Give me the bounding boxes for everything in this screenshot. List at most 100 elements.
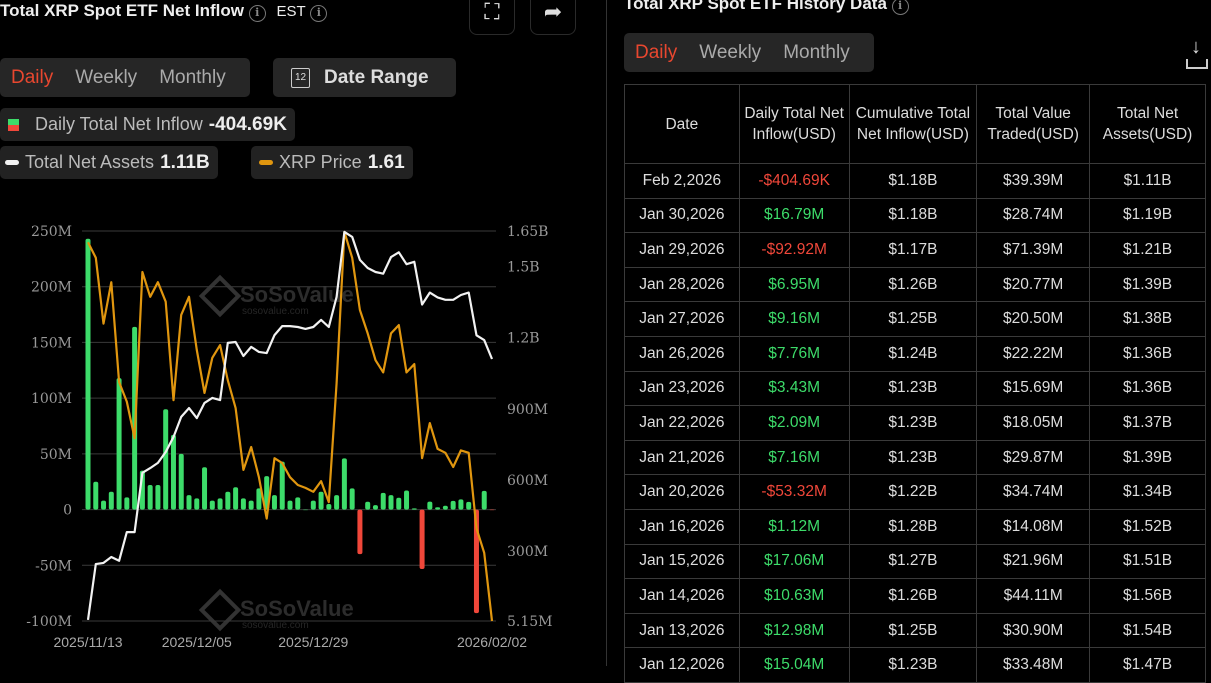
x-axis-tick: 2025/12/05 [162, 634, 232, 650]
table-row: Jan 21,2026 $7.16M $1.23B $29.87M $1.39B [624, 439, 1206, 476]
inflow-bar [388, 495, 394, 510]
left-axis-tick: 50M [40, 447, 72, 463]
column-header: Total Value Traded(USD) [976, 84, 1091, 164]
table-cell: -$92.92M [738, 232, 850, 268]
table-cell: $28.74M [976, 197, 1091, 234]
history-tab-daily[interactable]: Daily [635, 41, 678, 63]
calendar-icon: 12 [291, 67, 310, 88]
inflow-bar [279, 461, 285, 510]
table-cell: $1.19B [1089, 197, 1206, 234]
table-row: Jan 29,2026 -$92.92M $1.17B $71.39M $1.21B [624, 232, 1206, 268]
inflow-swatch-icon [8, 118, 19, 131]
table-cell: $1.26B [848, 578, 978, 614]
inflow-bar [326, 504, 332, 510]
history-tab-monthly[interactable]: Monthly [783, 41, 850, 63]
table-cell: Jan 13,2026 [624, 612, 740, 649]
inflow-bar [271, 495, 277, 510]
inflow-bar [303, 509, 309, 511]
right-axis-tick: 5.15M [507, 614, 553, 630]
inflow-bar [357, 509, 363, 555]
x-axis-tick: 2026/02/02 [457, 634, 527, 650]
inflow-bar [248, 500, 254, 510]
table-cell: $30.90M [976, 612, 1091, 649]
table-row: Jan 27,2026 $9.16M $1.25B $20.50M $1.38B [624, 301, 1206, 337]
history-title: Total XRP Spot ETF History Data i [624, 0, 909, 15]
table-cell: $1.11B [1089, 163, 1206, 199]
left-axis-tick: 0 [63, 503, 72, 519]
watermark-brand: SoSoValue [240, 596, 354, 621]
inflow-bar [209, 500, 215, 510]
info-icon[interactable]: i [248, 5, 266, 22]
inflow-bar [404, 490, 410, 510]
legend-daily-inflow[interactable]: Daily Total Net Inflow -404.69K [0, 108, 295, 141]
download-icon [1186, 59, 1208, 69]
table-cell: Jan 21,2026 [624, 439, 740, 476]
inflow-bar [240, 498, 246, 510]
inflow-bar [396, 497, 402, 510]
table-cell: $1.39B [1089, 266, 1206, 303]
inflow-bar [93, 481, 99, 510]
legend-total-net-assets[interactable]: Total Net Assets 1.11B [0, 146, 218, 179]
inflow-bar [341, 458, 347, 510]
history-info-icon[interactable]: i [891, 0, 909, 15]
left-axis-tick: 100M [31, 391, 72, 407]
right-axis-tick: 900M [507, 402, 548, 418]
table-cell: Feb 2,2026 [624, 163, 740, 199]
inflow-bar [481, 490, 487, 510]
date-range-button[interactable]: 12 Date Range [273, 58, 456, 97]
tab-weekly[interactable]: Weekly [75, 66, 138, 88]
inflow-bar [466, 501, 472, 510]
column-header: Cumulative Total Net Inflow(USD) [848, 84, 978, 164]
inflow-bar [163, 409, 169, 510]
chart-period-tabs: Daily Weekly Monthly [0, 58, 250, 97]
inflow-bar [155, 485, 161, 510]
inflow-bar [442, 505, 448, 510]
right-axis-tick: 1.65B [507, 224, 548, 240]
inflow-bar [310, 500, 316, 510]
inflow-chart: SoSoValuesosovalue.comSoSoValuesosovalue… [26, 224, 553, 650]
table-cell: $7.16M [738, 439, 850, 476]
inflow-bar [186, 495, 192, 510]
fullscreen-button[interactable]: ⛶ [469, 0, 515, 35]
table-cell: $17.06M [738, 543, 850, 580]
table-cell: $1.27B [848, 543, 978, 580]
share-icon: ➦ [543, 0, 563, 24]
timezone-info-icon[interactable]: i [310, 5, 328, 22]
table-cell: $16.79M [738, 197, 850, 234]
sosovalue-logo-icon [198, 588, 242, 632]
tab-daily[interactable]: Daily [11, 66, 54, 88]
sosovalue-logo-icon [198, 274, 242, 318]
table-row: Feb 2,2026 -$404.69K $1.18B $39.39M $1.11B [624, 163, 1206, 199]
fullscreen-icon: ⛶ [484, 0, 500, 24]
assets-swatch-icon [5, 160, 19, 165]
table-cell: $18.05M [976, 405, 1091, 441]
table-cell: $1.23B [848, 405, 978, 441]
table-cell: $1.23B [848, 647, 978, 683]
inflow-bar [349, 488, 355, 510]
table-cell: $1.47B [1089, 647, 1206, 683]
history-tab-weekly[interactable]: Weekly [699, 41, 762, 63]
table-cell: $39.39M [976, 163, 1091, 199]
table-cell: $14.08M [976, 508, 1091, 545]
legend-xrp-price[interactable]: XRP Price 1.61 [251, 146, 413, 179]
table-row: Jan 20,2026 -$53.32M $1.22B $34.74M $1.34B [624, 474, 1206, 510]
table-cell: $1.54B [1089, 612, 1206, 649]
table-cell: $1.25B [848, 612, 978, 649]
table-cell: $15.04M [738, 647, 850, 683]
inflow-bar [435, 507, 441, 510]
table-cell: $2.09M [738, 405, 850, 441]
table-cell: Jan 29,2026 [624, 232, 740, 268]
share-button[interactable]: ➦ [530, 0, 576, 35]
right-axis-tick: 600M [507, 473, 548, 489]
table-cell: -$404.69K [738, 163, 850, 199]
inflow-bar [108, 491, 114, 510]
tab-monthly[interactable]: Monthly [159, 66, 226, 88]
inflow-bar [217, 498, 223, 510]
download-button[interactable]: ↓ [1186, 36, 1208, 69]
inflow-bar [427, 501, 433, 510]
table-cell: $9.16M [738, 301, 850, 337]
table-cell: $1.28B [848, 508, 978, 545]
table-cell: Jan 20,2026 [624, 474, 740, 510]
inflow-bar [318, 491, 324, 510]
table-row: Jan 12,2026 $15.04M $1.23B $33.48M $1.47B [624, 647, 1206, 683]
